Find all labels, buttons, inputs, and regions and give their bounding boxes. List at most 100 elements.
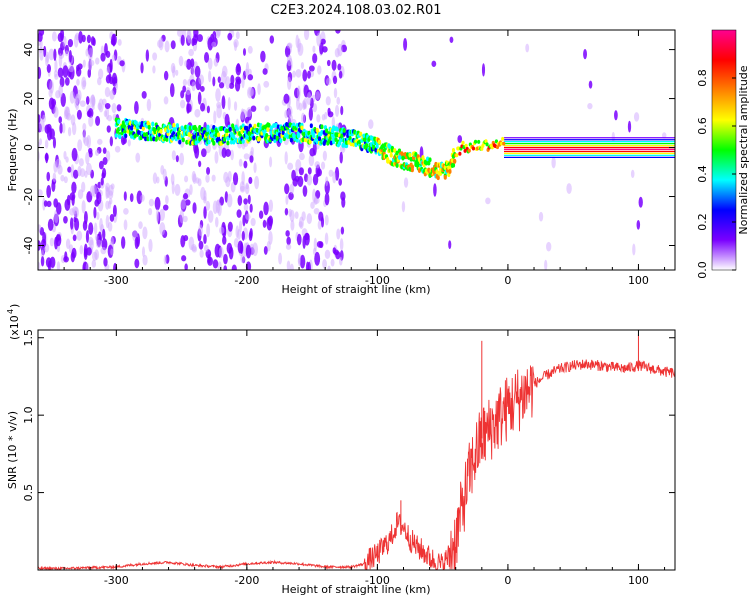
- signal-speck: [339, 137, 343, 143]
- noise-speck: [170, 40, 176, 50]
- noise-speck: [206, 105, 210, 114]
- noise-speck: [186, 103, 192, 113]
- noise-speck: [303, 30, 310, 40]
- noise-speck: [48, 97, 55, 110]
- noise-speck: [93, 222, 98, 235]
- noise-speck: [79, 168, 86, 178]
- signal-speck: [185, 139, 189, 145]
- colorbar-tick-label: 0.6: [696, 117, 709, 135]
- signal-speck: [134, 120, 138, 126]
- noise-speck: [296, 233, 302, 246]
- noise-speck: [106, 125, 111, 133]
- noise-speck: [233, 101, 238, 111]
- signal-speck: [252, 135, 256, 141]
- noise-speck: [237, 195, 243, 206]
- signal-speck: [501, 136, 505, 141]
- snr-ytick-label: 1.5: [22, 329, 35, 347]
- noise-speck: [190, 58, 195, 68]
- noise-speck: [295, 69, 302, 78]
- signal-speck: [395, 150, 399, 156]
- noise-speck: [321, 216, 325, 228]
- spectrogram-frame: [37, 29, 676, 271]
- spectrogram-ytick-label: 20: [22, 92, 35, 106]
- noise-speck: [45, 152, 49, 164]
- noise-speck: [79, 244, 84, 255]
- snr-scale-exponent: 4: [6, 309, 15, 314]
- noise-speck: [46, 184, 52, 199]
- noise-speck: [249, 228, 253, 239]
- noise-speck: [72, 206, 78, 215]
- noise-speck: [238, 220, 243, 233]
- noise-speck: [71, 181, 77, 194]
- noise-speck: [236, 78, 242, 85]
- signal-speck: [461, 140, 465, 145]
- noise-speck: [83, 137, 90, 147]
- noise-speck: [322, 259, 327, 269]
- noise-speck: [226, 242, 233, 254]
- noise-speck: [314, 251, 321, 266]
- noise-speck: [100, 177, 104, 186]
- signal-speck: [117, 119, 121, 125]
- noise-speck: [247, 45, 253, 54]
- snr-panel: -300 -200 -100 0 100 0.5 1.0 1.5 Height of stra…: [6, 304, 676, 596]
- noise-speck: [102, 147, 107, 154]
- signal-speck: [342, 128, 346, 133]
- noise-speck: [182, 85, 187, 93]
- noise-speck: [204, 244, 209, 252]
- signal-speck: [256, 122, 261, 128]
- spectrogram-ytick-label: 0: [22, 144, 35, 151]
- noise-speck: [85, 230, 90, 243]
- noise-speck: [283, 93, 290, 104]
- signal-speck: [485, 142, 489, 147]
- spectrogram-xtick-label: 0: [504, 274, 511, 287]
- noise-speck: [104, 42, 108, 56]
- noise-speck: [52, 172, 57, 183]
- spectrogram-xlabel: Height of straight line (km): [281, 283, 430, 296]
- signal-speck: [175, 123, 180, 128]
- noise-speck: [235, 31, 240, 40]
- noise-speck: [340, 191, 346, 201]
- noise-speck: [248, 87, 255, 97]
- signal-speck: [269, 125, 273, 131]
- noise-speck: [286, 54, 292, 67]
- noise-speck: [95, 239, 102, 249]
- noise-speck: [336, 228, 341, 240]
- noise-speck: [433, 183, 437, 197]
- noise-speck: [47, 218, 54, 231]
- noise-speck: [85, 262, 90, 270]
- signal-speck: [141, 126, 145, 131]
- signal-speck: [464, 143, 468, 148]
- noise-speck: [148, 208, 153, 216]
- noise-speck: [328, 169, 334, 177]
- signal-speck: [192, 134, 196, 140]
- noise-speck: [56, 261, 61, 270]
- noise-speck: [213, 57, 219, 67]
- noise-speck: [65, 156, 69, 163]
- noise-speck: [38, 114, 41, 124]
- snr-xtick-label: -300: [104, 574, 129, 587]
- noise-speck: [244, 184, 250, 195]
- noise-speck: [81, 200, 86, 214]
- noise-speck: [198, 160, 202, 168]
- signal-speck: [473, 139, 478, 144]
- noise-speck: [182, 215, 188, 223]
- noise-speck: [90, 94, 96, 105]
- noise-speck: [217, 76, 221, 84]
- noise-speck: [185, 58, 192, 70]
- noise-speck: [102, 157, 108, 166]
- colorbar-gradient: [711, 29, 737, 271]
- noise-speck: [184, 60, 188, 67]
- noise-speck: [301, 112, 306, 124]
- noise-speck: [291, 169, 296, 182]
- signal-speck: [455, 153, 459, 158]
- noise-speck: [94, 234, 99, 241]
- signal-speck: [451, 162, 456, 168]
- noise-speck: [262, 68, 268, 75]
- noise-speck: [174, 183, 181, 196]
- noise-speck: [53, 70, 58, 78]
- noise-speck: [109, 89, 115, 100]
- signal-speck: [490, 145, 494, 150]
